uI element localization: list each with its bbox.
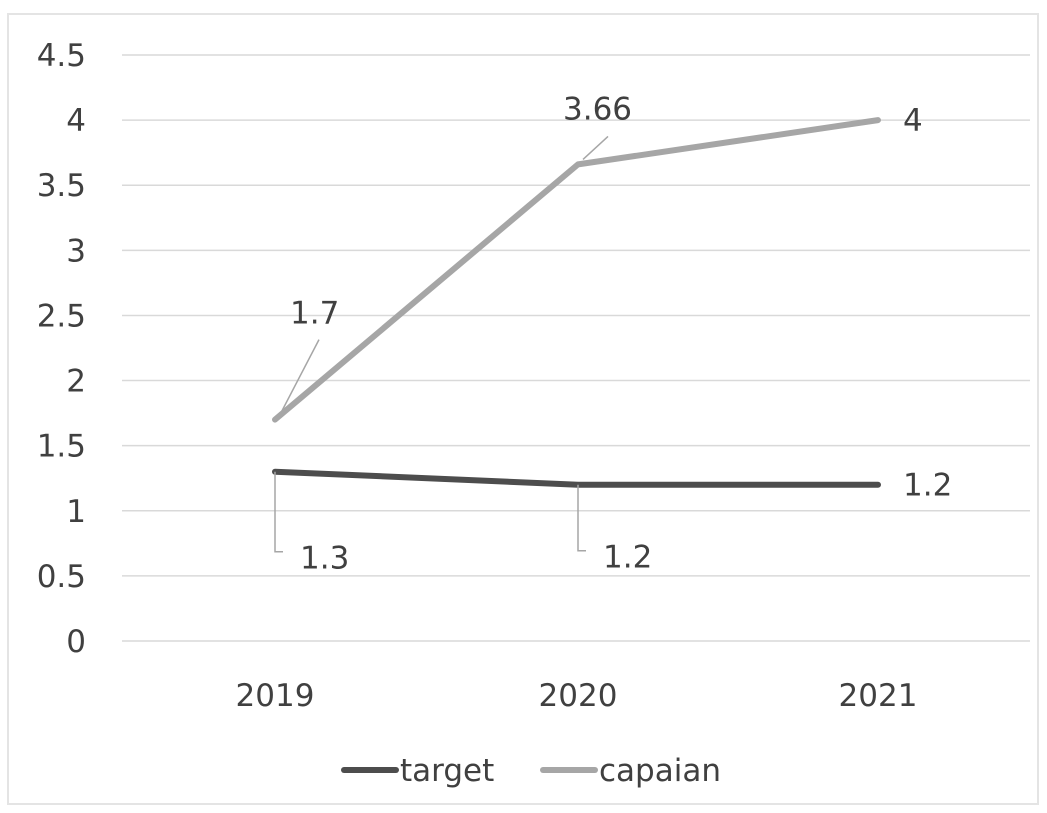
- legend-label-target: target: [400, 753, 494, 789]
- y-tick-label: 1: [66, 494, 86, 530]
- data-label-target: 1.3: [300, 541, 349, 577]
- y-tick-label: 1.5: [37, 429, 86, 465]
- data-label-capaian: 1.7: [290, 296, 339, 332]
- gridlines: [122, 54, 1030, 642]
- y-axis-ticks: 0 0.5 1 1.5 2 2.5 3 3.5 4 4.5: [37, 38, 86, 660]
- x-tick-label: 2020: [539, 678, 618, 714]
- series-lines: [272, 117, 881, 488]
- data-label-capaian: 3.66: [563, 91, 632, 127]
- data-labels: 1.3 1.2 1.2 1.7 3.66 4: [274, 91, 952, 577]
- leader-line: [274, 471, 283, 553]
- legend: target capaian: [341, 753, 721, 789]
- x-tick-label: 2021: [839, 678, 918, 714]
- data-label-capaian: 4: [903, 103, 923, 139]
- chart-frame: [7, 13, 1039, 805]
- y-tick-label: 4.5: [37, 38, 86, 74]
- y-tick-label: 3.5: [37, 168, 86, 204]
- y-tick-label: 0.5: [37, 559, 86, 595]
- leader-line: [577, 484, 586, 552]
- x-axis-ticks: 2019 2020 2021: [236, 678, 918, 714]
- x-tick-label: 2019: [236, 678, 315, 714]
- series-line-capaian: [272, 117, 881, 423]
- y-tick-label: 3: [66, 233, 86, 269]
- data-label-target: 1.2: [603, 540, 652, 576]
- y-tick-label: 0: [66, 624, 86, 660]
- leader-line: [582, 135, 609, 160]
- legend-label-capaian: capaian: [599, 753, 721, 789]
- data-label-target: 1.2: [903, 468, 952, 504]
- y-tick-label: 4: [66, 103, 86, 139]
- y-tick-label: 2: [66, 364, 86, 400]
- leader-line: [279, 339, 320, 415]
- y-tick-label: 2.5: [37, 298, 86, 334]
- series-line-target: [272, 468, 881, 488]
